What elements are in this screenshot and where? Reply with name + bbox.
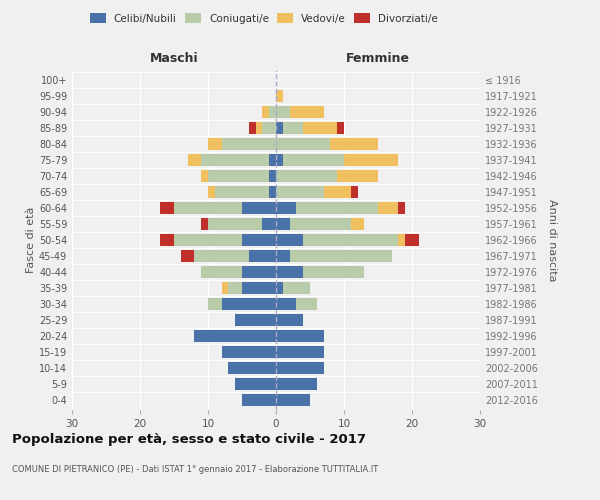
Bar	[235, 378, 276, 390]
Bar	[242, 266, 276, 278]
Bar	[276, 298, 296, 310]
Bar	[303, 234, 398, 246]
Bar	[194, 330, 276, 342]
Bar	[174, 234, 242, 246]
Bar	[208, 186, 215, 198]
Bar	[283, 154, 344, 166]
Bar	[269, 154, 276, 166]
Bar	[296, 202, 378, 214]
Bar	[174, 202, 242, 214]
Bar	[201, 154, 269, 166]
Bar	[221, 282, 229, 294]
Bar	[160, 234, 174, 246]
Bar	[276, 250, 290, 262]
Bar	[249, 250, 276, 262]
Bar	[256, 122, 262, 134]
Bar	[188, 154, 201, 166]
Bar	[344, 154, 398, 166]
Bar	[262, 122, 276, 134]
Bar	[398, 202, 405, 214]
Bar	[276, 218, 290, 230]
Bar	[221, 298, 276, 310]
Bar	[303, 266, 364, 278]
Bar	[276, 362, 323, 374]
Bar	[208, 170, 269, 182]
Bar	[208, 298, 221, 310]
Bar	[242, 282, 276, 294]
Bar	[405, 234, 419, 246]
Bar	[283, 122, 303, 134]
Bar	[201, 218, 208, 230]
Text: Maschi: Maschi	[149, 52, 199, 65]
Bar	[283, 282, 310, 294]
Bar	[160, 202, 174, 214]
Bar	[276, 186, 323, 198]
Bar	[351, 186, 358, 198]
Bar	[208, 218, 262, 230]
Bar	[351, 218, 364, 230]
Bar	[276, 90, 283, 102]
Bar	[276, 314, 303, 326]
Bar	[276, 282, 283, 294]
Bar	[269, 186, 276, 198]
Bar	[262, 106, 269, 118]
Text: Popolazione per età, sesso e stato civile - 2017: Popolazione per età, sesso e stato civil…	[12, 432, 366, 446]
Bar	[303, 122, 337, 134]
Bar	[242, 234, 276, 246]
Text: COMUNE DI PIETRANICO (PE) - Dati ISTAT 1° gennaio 2017 - Elaborazione TUTTITALIA: COMUNE DI PIETRANICO (PE) - Dati ISTAT 1…	[12, 466, 378, 474]
Bar	[229, 362, 276, 374]
Bar	[378, 202, 398, 214]
Bar	[296, 298, 317, 310]
Bar	[276, 122, 283, 134]
Bar	[229, 282, 242, 294]
Legend: Celibi/Nubili, Coniugati/e, Vedovi/e, Divorziati/e: Celibi/Nubili, Coniugati/e, Vedovi/e, Di…	[87, 10, 441, 26]
Bar	[181, 250, 194, 262]
Bar	[323, 186, 351, 198]
Bar	[242, 394, 276, 406]
Bar	[276, 394, 310, 406]
Bar	[262, 218, 276, 230]
Bar	[276, 266, 303, 278]
Bar	[208, 138, 221, 150]
Bar	[276, 234, 303, 246]
Bar	[331, 138, 378, 150]
Bar	[290, 106, 323, 118]
Bar	[221, 346, 276, 358]
Bar	[290, 250, 392, 262]
Bar	[337, 122, 344, 134]
Bar	[276, 346, 323, 358]
Bar	[276, 378, 317, 390]
Bar	[276, 154, 283, 166]
Bar	[276, 138, 331, 150]
Bar	[276, 202, 296, 214]
Y-axis label: Fasce di età: Fasce di età	[26, 207, 36, 273]
Y-axis label: Anni di nascita: Anni di nascita	[547, 198, 557, 281]
Bar	[249, 122, 256, 134]
Bar	[242, 202, 276, 214]
Bar	[276, 106, 290, 118]
Bar	[276, 330, 323, 342]
Bar	[215, 186, 269, 198]
Bar	[398, 234, 405, 246]
Bar	[194, 250, 249, 262]
Bar	[201, 170, 208, 182]
Bar	[290, 218, 351, 230]
Bar	[221, 138, 276, 150]
Bar	[276, 170, 337, 182]
Bar	[201, 266, 242, 278]
Bar	[337, 170, 378, 182]
Bar	[269, 106, 276, 118]
Bar	[235, 314, 276, 326]
Bar	[269, 170, 276, 182]
Text: Femmine: Femmine	[346, 52, 410, 65]
